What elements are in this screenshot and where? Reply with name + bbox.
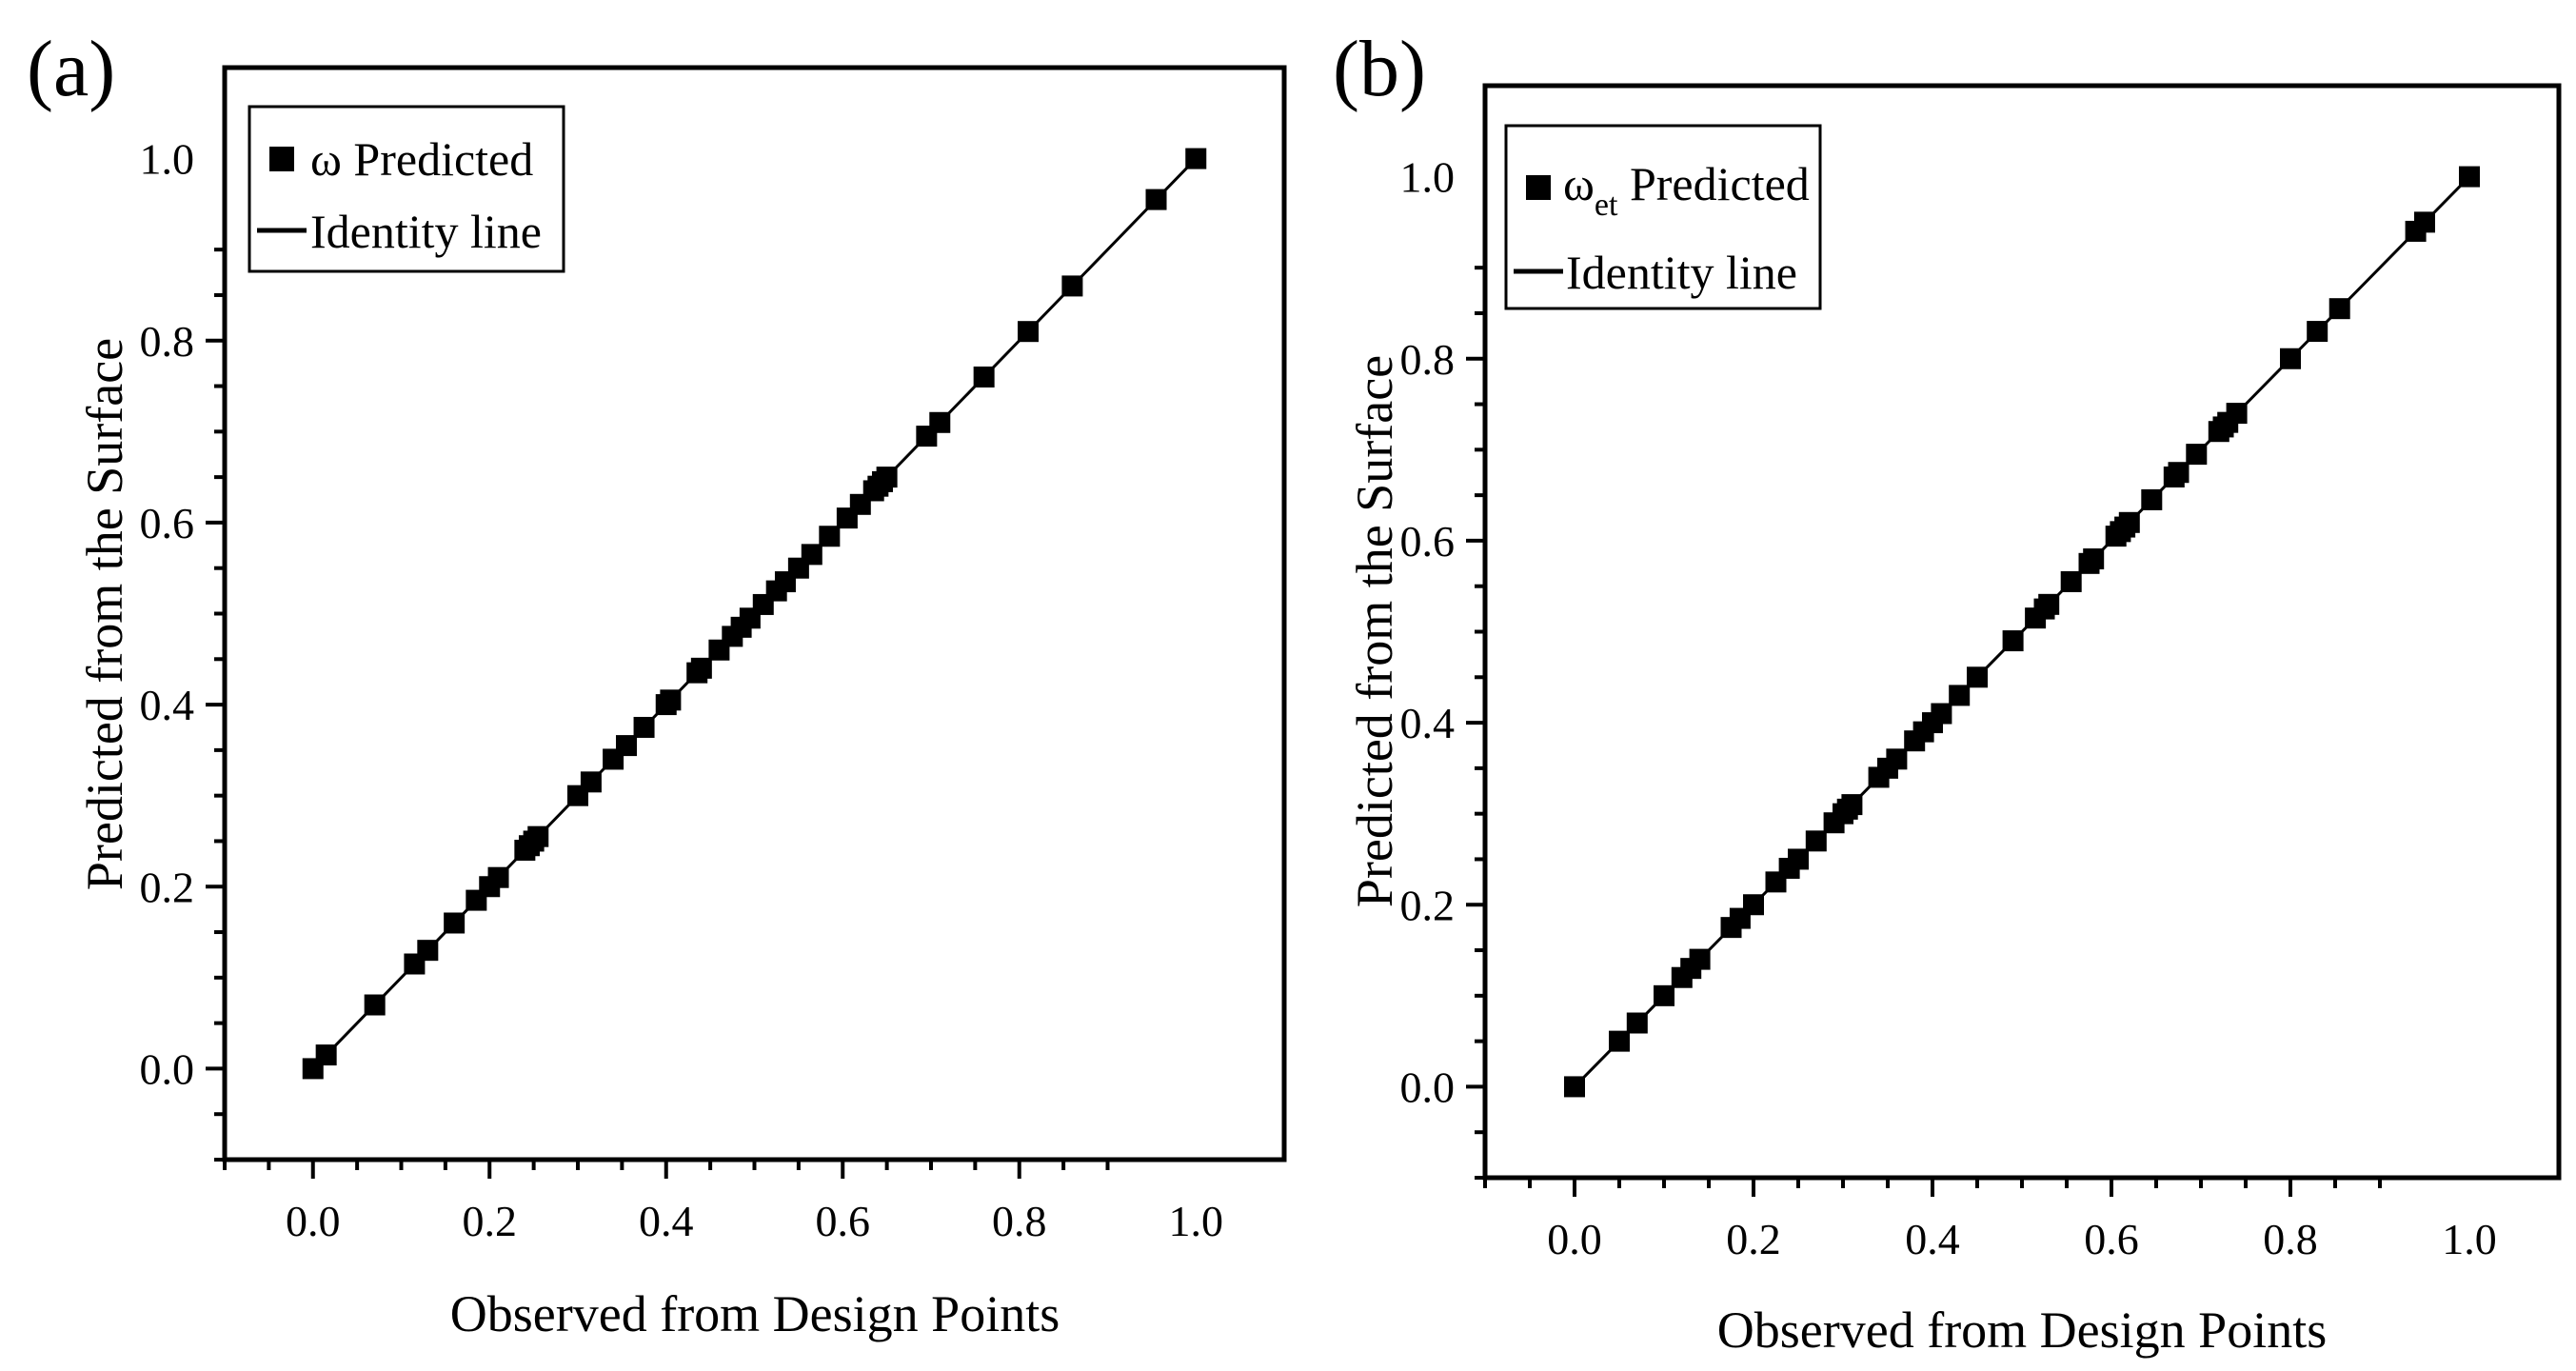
y-tick-labels-a: 0.0 0.2 0.4 0.6 0.8 1.0 <box>140 135 195 1094</box>
data-points-a <box>302 148 1207 1080</box>
x-tick-label-a: 1.0 <box>1169 1197 1224 1245</box>
panel-label-b: (b) <box>1333 25 1426 113</box>
axis-ticks-a <box>206 248 1110 1179</box>
chart-panel-b: (b) 0.0 0.2 0.4 0.6 0.8 1.0 0.0 0.2 0.4 0.6 0.8 1.… <box>1333 25 2562 1359</box>
legend-entry-points-b: ωet Predicted <box>1563 157 1810 223</box>
data-point-b <box>1609 1030 1630 1052</box>
data-point-b <box>1788 848 1809 870</box>
data-point-a <box>1061 275 1083 297</box>
data-points-b <box>1564 166 2480 1098</box>
data-point-a <box>364 994 386 1016</box>
y-tick-label-a: 0.2 <box>140 863 195 911</box>
y-tick-label-b: 0.6 <box>1400 517 1456 566</box>
y-axis-title-b: Predicted from the Surface <box>1346 355 1403 907</box>
x-tick-label-b: 0.0 <box>1547 1215 1602 1263</box>
data-point-b <box>2002 630 2024 652</box>
y-tick-label-b: 0.0 <box>1400 1063 1456 1111</box>
data-point-a <box>527 825 549 847</box>
x-tick-label-b: 1.0 <box>2442 1215 2497 1263</box>
data-point-a <box>973 366 995 387</box>
x-tick-label-a: 0.4 <box>639 1197 694 1245</box>
data-point-a <box>660 689 682 711</box>
y-axis-title-a: Predicted from the Surface <box>76 338 133 890</box>
chart-panel-a: (a) 0.0 0.2 0.4 0.6 0.8 1.0 0.0 0.2 0.4 0.6 0.8 1.… <box>27 25 1287 1342</box>
data-point-b <box>2083 548 2105 570</box>
data-point-a <box>1145 189 1167 210</box>
data-point-b <box>1931 703 1952 725</box>
data-point-b <box>1967 666 1988 688</box>
data-point-b <box>2414 211 2435 233</box>
data-point-a <box>801 544 822 566</box>
data-point-a <box>929 411 951 433</box>
data-point-a <box>417 940 439 962</box>
x-tick-label-a: 0.0 <box>286 1197 341 1245</box>
y-tick-label-b: 0.4 <box>1400 699 1456 747</box>
x-tick-label-b: 0.8 <box>2263 1215 2318 1263</box>
data-point-a <box>444 912 466 934</box>
x-tick-label-a: 0.6 <box>816 1197 871 1245</box>
data-point-b <box>1564 1076 1585 1098</box>
data-point-b <box>1805 830 1827 852</box>
x-tick-label-b: 0.4 <box>1905 1215 1960 1263</box>
data-point-b <box>1689 948 1711 970</box>
x-tick-labels-b: 0.0 0.2 0.4 0.6 0.8 1.0 <box>1547 1215 2497 1263</box>
data-point-b <box>1949 685 1971 706</box>
data-point-a <box>876 467 898 488</box>
data-point-b <box>2118 511 2140 533</box>
data-point-b <box>2168 462 2190 484</box>
panel-label-a: (a) <box>27 25 115 113</box>
x-axis-title-b: Observed from Design Points <box>1717 1301 2327 1359</box>
data-point-a <box>690 657 712 679</box>
legend-entry-line-a: Identity line <box>310 205 542 258</box>
data-point-a <box>1018 321 1040 343</box>
x-axis-title-a: Observed from Design Points <box>450 1285 1060 1342</box>
data-point-b <box>2226 403 2248 425</box>
legend-entry-points-a: ω Predicted <box>310 132 533 186</box>
legend-entry-line-b: Identity line <box>1566 246 1797 299</box>
data-point-b <box>2280 348 2301 369</box>
data-point-b <box>1841 794 1863 816</box>
legend-a: ω Predicted Identity line <box>248 105 565 273</box>
legend-box-a <box>248 105 565 273</box>
legend-marker-square-b <box>1526 175 1551 200</box>
data-point-a <box>616 735 638 757</box>
y-tick-label-a: 0.8 <box>140 317 195 366</box>
y-tick-label-b: 0.2 <box>1400 881 1456 929</box>
data-point-b <box>1626 1012 1648 1034</box>
y-tick-label-a: 0.4 <box>140 681 195 729</box>
data-point-b <box>2060 570 2082 592</box>
y-tick-label-b: 0.8 <box>1400 335 1456 384</box>
legend-marker-square-a <box>269 147 294 171</box>
legend-b: ωet Predicted Identity line <box>1504 124 1822 310</box>
y-tick-label-a: 0.0 <box>140 1044 195 1093</box>
data-point-b <box>2038 593 2060 615</box>
x-tick-label-b: 0.2 <box>1726 1215 1781 1263</box>
data-point-b <box>2307 321 2328 343</box>
data-point-a <box>1185 148 1207 169</box>
data-point-a <box>819 526 841 547</box>
y-tick-label-a: 0.6 <box>140 499 195 547</box>
x-tick-label-a: 0.8 <box>992 1197 1047 1245</box>
x-tick-label-a: 0.2 <box>463 1197 518 1245</box>
y-tick-labels-b: 0.0 0.2 0.4 0.6 0.8 1.0 <box>1400 153 1456 1112</box>
data-point-b <box>1743 894 1764 916</box>
data-point-a <box>487 866 509 888</box>
data-point-a <box>633 716 655 738</box>
y-tick-label-a: 1.0 <box>140 135 195 184</box>
data-point-b <box>1886 748 1908 770</box>
x-tick-labels-a: 0.0 0.2 0.4 0.6 0.8 1.0 <box>286 1197 1223 1245</box>
data-point-b <box>2141 488 2163 510</box>
axis-ticks-b <box>1466 266 2382 1197</box>
data-point-a <box>315 1044 337 1066</box>
legend-box-b <box>1504 124 1822 310</box>
data-point-b <box>2459 166 2480 188</box>
x-tick-label-b: 0.6 <box>2084 1215 2139 1263</box>
data-point-b <box>1654 984 1674 1006</box>
data-point-b <box>2186 444 2208 466</box>
data-point-b <box>2328 298 2350 320</box>
y-tick-label-b: 1.0 <box>1400 153 1456 202</box>
data-point-a <box>580 771 602 793</box>
